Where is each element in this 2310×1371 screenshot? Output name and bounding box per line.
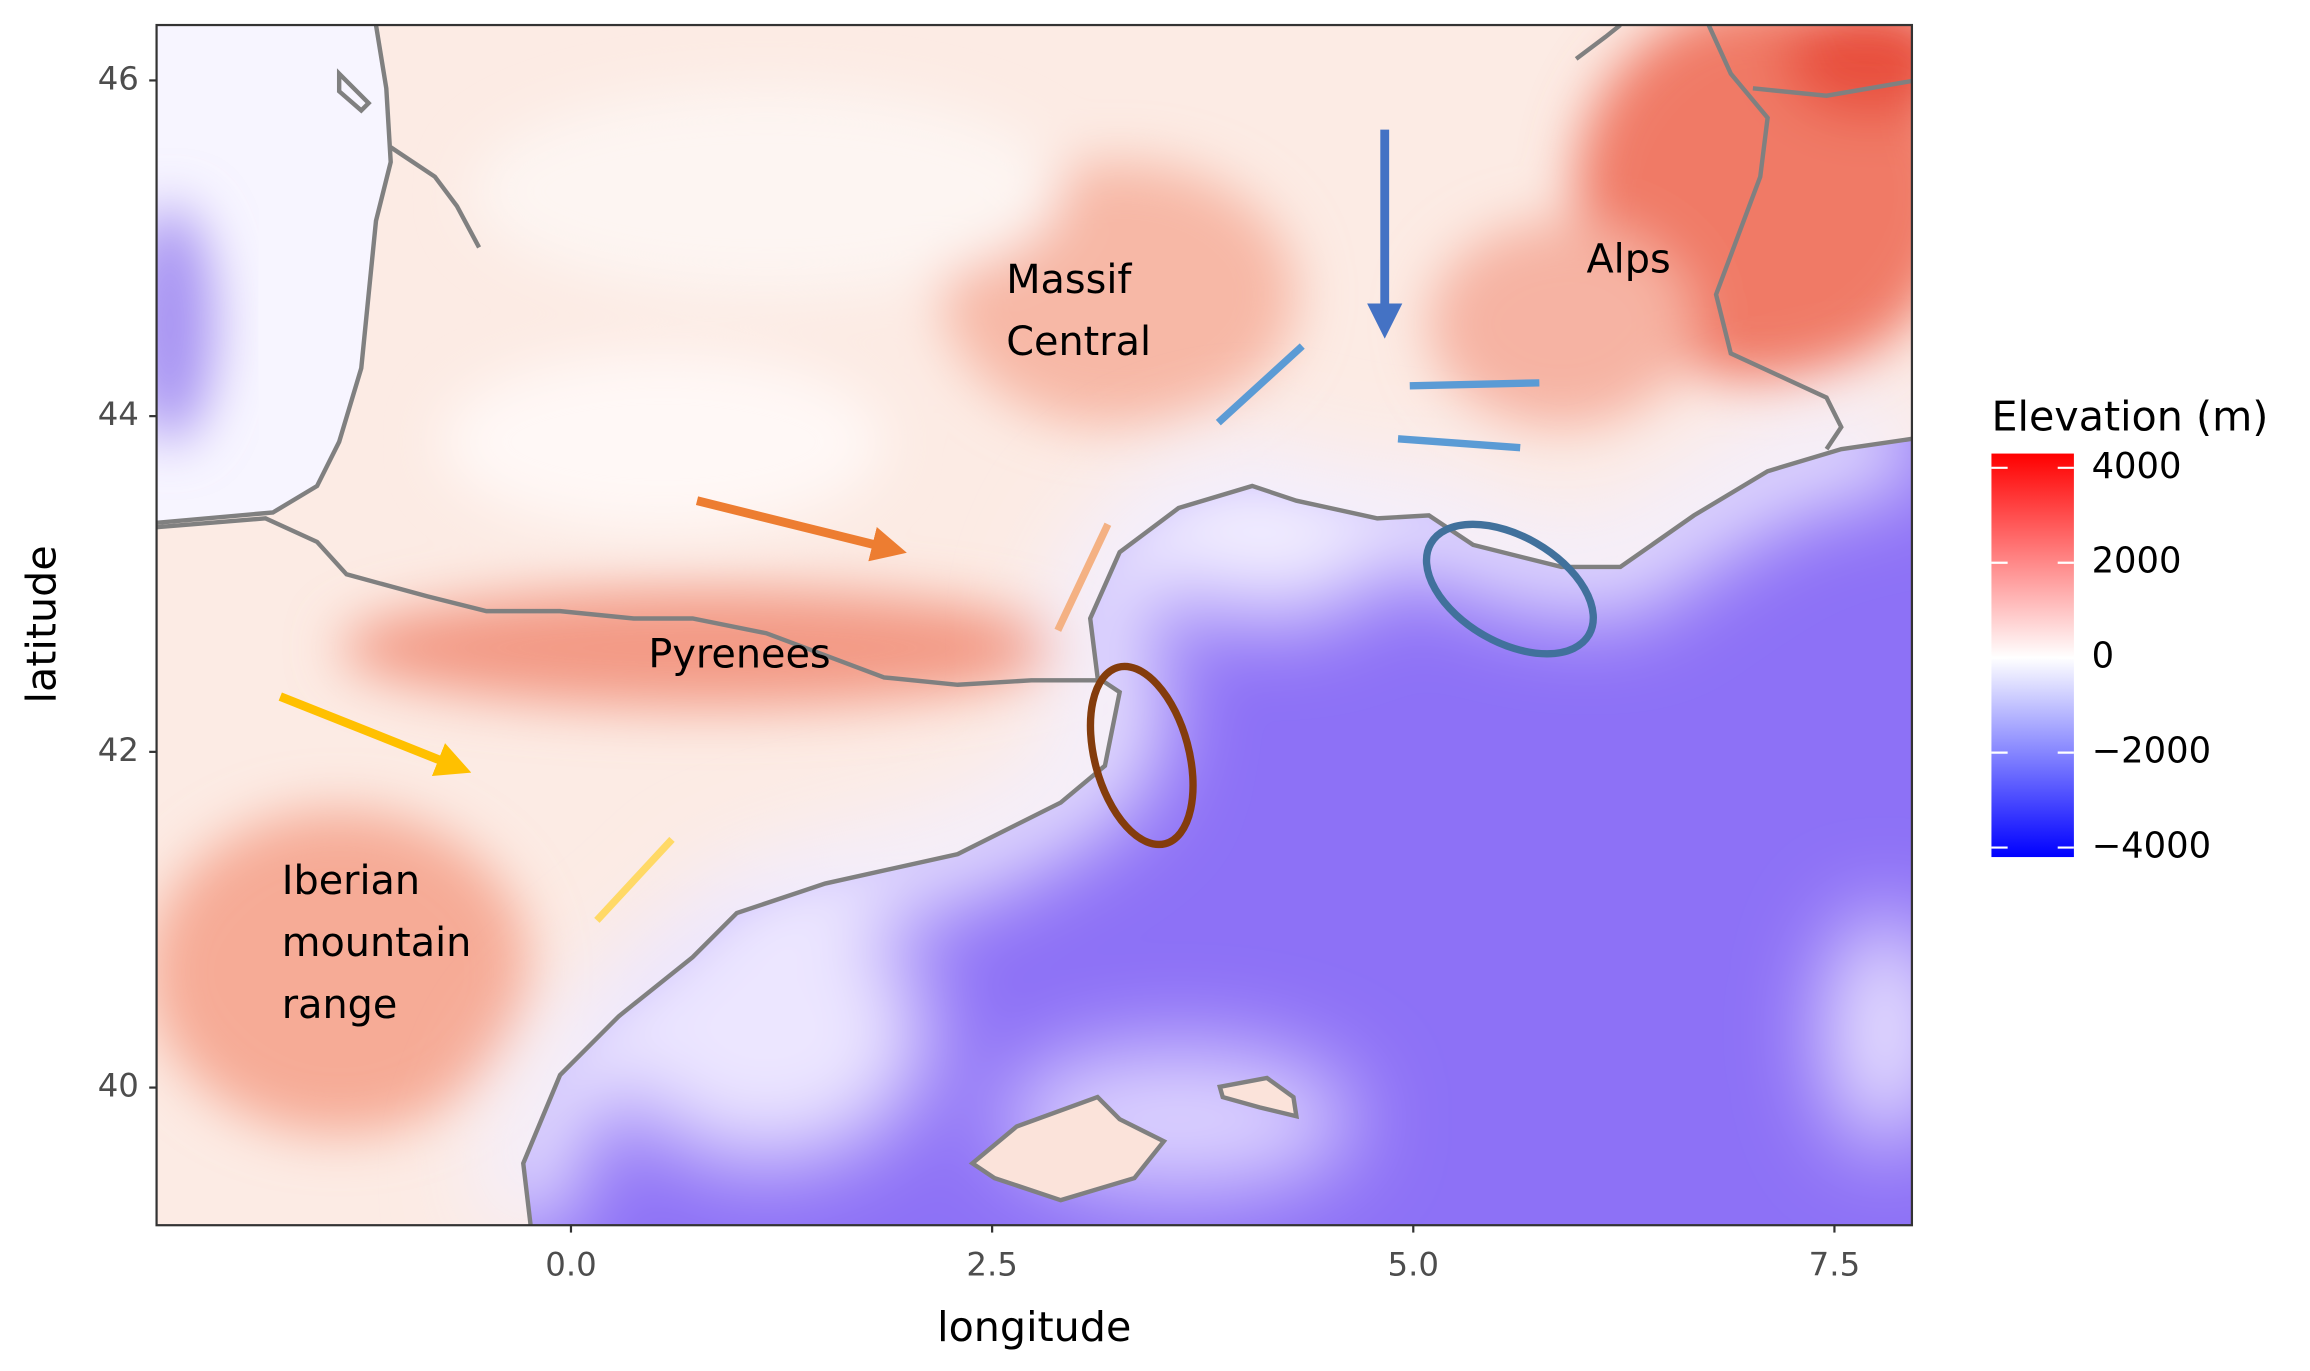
- colorbar-label: 4000: [2092, 446, 2182, 487]
- map-labels: Massif Central Alps Pyrenees Iberian mountain…: [282, 237, 1671, 1028]
- y-tick-label: 46: [98, 59, 139, 97]
- highlight-ellipse: [1086, 662, 1197, 849]
- atlantic: [156, 25, 391, 523]
- menorca: [1217, 1075, 1300, 1120]
- y-tick-label: 40: [98, 1067, 139, 1105]
- colorbar: [1991, 453, 2074, 858]
- ridge-line: [1409, 379, 1540, 390]
- colorbar-label: 0: [2092, 636, 2114, 677]
- deep-atlantic: [156, 206, 214, 442]
- ridge-line: [1215, 343, 1305, 426]
- colorbar-label: −4000: [2092, 826, 2212, 867]
- y-axis-title: latitude: [18, 545, 66, 703]
- region-label: Central: [1006, 319, 1151, 365]
- ridge-line: [1054, 522, 1112, 632]
- highlight-ellipse: [1422, 520, 1597, 658]
- legend-title: Elevation (m): [1991, 393, 2268, 441]
- colorbar-label: 2000: [2092, 541, 2182, 582]
- y-tick-label: 44: [98, 395, 139, 433]
- region-label: mountain: [282, 920, 472, 966]
- region-label: range: [282, 982, 398, 1028]
- elevation-map: [156, 25, 1912, 1226]
- mallorca: [968, 1094, 1168, 1203]
- arrow: [278, 692, 472, 776]
- panel-border: [155, 23, 1914, 1227]
- arrow: [695, 496, 907, 562]
- colorbar-label: −2000: [2092, 731, 2212, 772]
- x-tick-label: 2.5: [966, 1245, 1018, 1283]
- coastlines: [156, 25, 1912, 1226]
- y-tick-label: 42: [98, 731, 139, 769]
- ridge-line: [1397, 435, 1521, 452]
- annotations: [278, 129, 1597, 923]
- region-label: Alps: [1586, 237, 1670, 283]
- region-label: Iberian: [282, 858, 420, 904]
- ridge-line: [594, 836, 675, 923]
- region-label: Pyrenees: [648, 631, 830, 677]
- x-tick-label: 5.0: [1388, 1245, 1440, 1283]
- x-tick-label: 7.5: [1809, 1245, 1861, 1283]
- x-tick-label: 0.0: [545, 1245, 597, 1283]
- region-label: Massif: [1006, 257, 1132, 303]
- x-axis-title: longitude: [937, 1303, 1131, 1351]
